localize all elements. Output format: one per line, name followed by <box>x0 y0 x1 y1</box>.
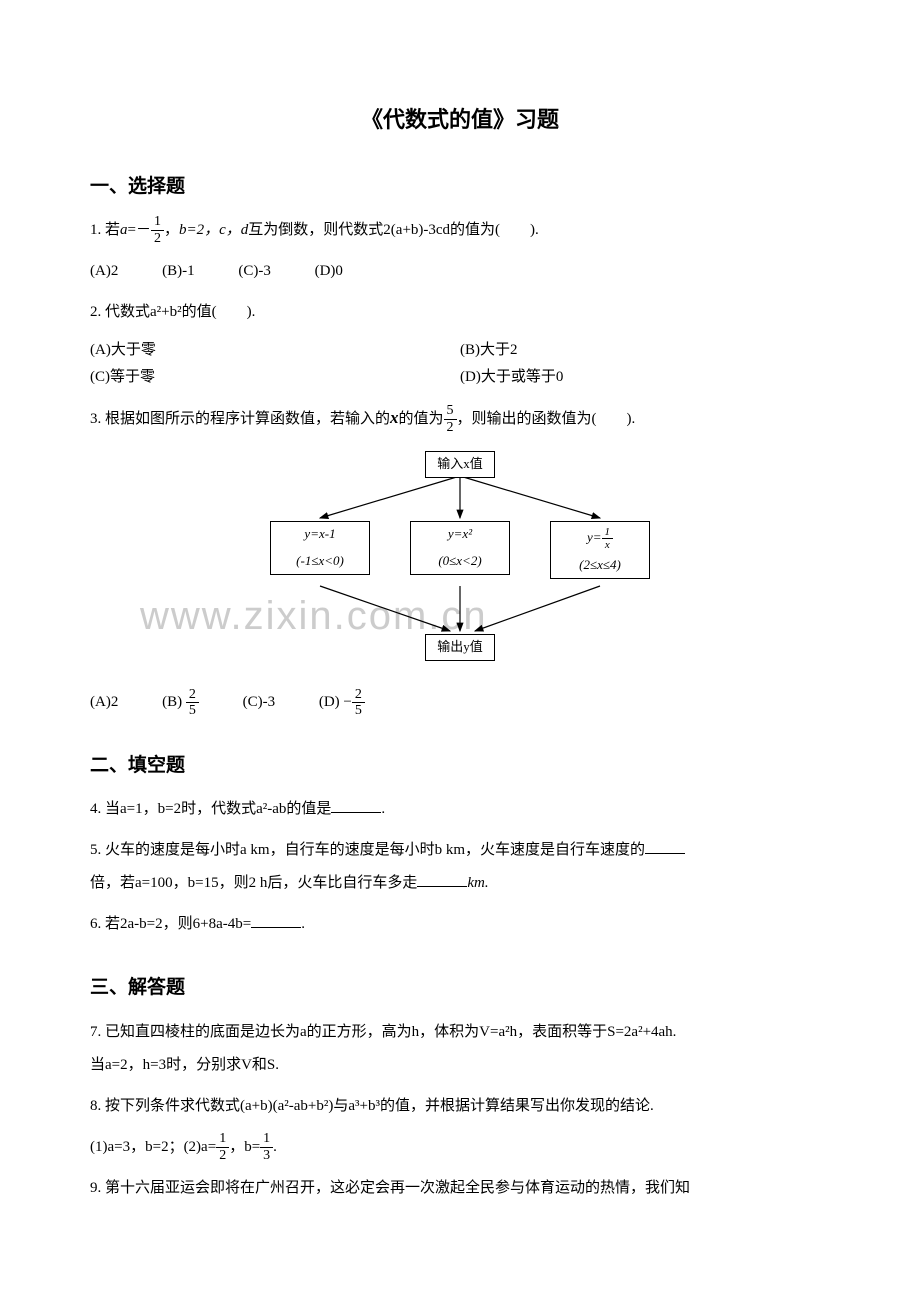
q8-frac2-num: 1 <box>260 1131 273 1147</box>
question-8: 8. 按下列条件求代数式(a+b)(a²-ab+b²)与a³+b³的值，并根据计… <box>90 1090 830 1123</box>
q1-comma: ， <box>164 222 179 238</box>
q3-optb-num: 2 <box>186 687 199 703</box>
q3-optd-den: 5 <box>352 703 365 718</box>
q5-blank2 <box>417 873 467 887</box>
question-8-parts: (1)a=3，b=2；(2)a=12，b=13. <box>90 1131 830 1164</box>
q3-optd-prefix: (D) <box>319 694 340 710</box>
q1-var-a: a <box>120 222 128 238</box>
q4-pre: 4. 当a=1，b=2时，代数式a²-ab的值是 <box>90 801 331 817</box>
q7-line2: 当a=2，h=3时，分别求V和S. <box>90 1057 279 1073</box>
question-4: 4. 当a=1，b=2时，代数式a²-ab的值是. <box>90 793 830 826</box>
q1-opt-b: (B)-1 <box>162 255 195 288</box>
q3-xvar: x <box>390 408 399 427</box>
q2-options-row1: (A)大于零 (B)大于2 <box>90 337 830 364</box>
q3-prefix: 3. 根据如图所示的程序计算函数值，若输入的 <box>90 411 390 427</box>
q3-optd-frac: 25 <box>352 687 365 719</box>
q3-optb-prefix: (B) <box>162 694 182 710</box>
q5-blank1 <box>645 840 685 854</box>
q1-opt-c: (C)-3 <box>238 255 271 288</box>
q4-post: . <box>381 801 385 817</box>
q1-neg: － <box>136 223 151 238</box>
q3-optd-num: 2 <box>352 687 365 703</box>
flow-input-label: 输入x值 <box>437 456 483 471</box>
flow-b3-num: 1 <box>602 526 614 539</box>
q1-eq2: b=2，c，d <box>179 222 248 238</box>
q3-frac: 52 <box>444 403 457 435</box>
q8-frac1: 12 <box>216 1131 229 1163</box>
flow-b2-cond: (0≤x<2) <box>419 553 501 570</box>
q3-mid: 的值为 <box>399 411 444 427</box>
q8-frac2-den: 3 <box>260 1148 273 1163</box>
q1-prefix: 1. 若 <box>90 222 120 238</box>
q1-opt-d: (D)0 <box>315 255 343 288</box>
q1-frac-den: 2 <box>151 231 164 246</box>
q1-frac: 12 <box>151 214 164 246</box>
q3-frac-num: 5 <box>444 403 457 419</box>
flow-b1-cond: (-1≤x<0) <box>279 553 361 570</box>
q1-options: (A)2 (B)-1 (C)-3 (D)0 <box>90 255 830 288</box>
flow-b3-den: x <box>602 539 614 551</box>
flow-b3-y: y= <box>587 530 602 545</box>
q8-frac1-den: 2 <box>216 1148 229 1163</box>
q3-optb-den: 5 <box>186 703 199 718</box>
flow-output-box: 输出y值 <box>425 634 495 661</box>
page-title: 《代数式的值》习题 <box>90 100 830 140</box>
q6-blank <box>251 914 301 928</box>
q1-eq: = <box>128 222 136 238</box>
q2-opt-b: (B)大于2 <box>460 337 830 364</box>
section-1-header: 一、选择题 <box>90 170 830 204</box>
flow-b3-frac: 1x <box>602 526 614 551</box>
q2-opt-d: (D)大于或等于0 <box>460 364 830 391</box>
question-2: 2. 代数式a²+b²的值( ). <box>90 296 830 329</box>
q4-blank <box>331 799 381 813</box>
flow-b2-eq: y=x² <box>419 526 501 543</box>
q3-optd-neg: − <box>343 695 351 710</box>
question-9: 9. 第十六届亚运会即将在广州召开，这必定会再一次激起全民参与体育运动的热情，我… <box>90 1172 830 1205</box>
flow-output-label: 输出y值 <box>437 639 483 654</box>
q8-frac2: 13 <box>260 1131 273 1163</box>
q1-frac-num: 1 <box>151 214 164 230</box>
flow-branch-2: y=x² (0≤x<2) <box>410 521 510 575</box>
question-1: 1. 若a=－12，b=2，c，d互为倒数，则代数式2(a+b)-3cd的值为(… <box>90 214 830 247</box>
question-3: 3. 根据如图所示的程序计算函数值，若输入的x的值为52，则输出的函数值为( )… <box>90 399 830 436</box>
flow-input-box: 输入x值 <box>425 451 495 478</box>
q3-options: (A)2 (B) 25 (C)-3 (D) −25 <box>90 686 830 719</box>
section-3-header: 三、解答题 <box>90 971 830 1005</box>
question-7: 7. 已知直四棱柱的底面是边长为a的正方形，高为h，体积为V=a²h，表面积等于… <box>90 1016 830 1082</box>
q3-opt-c: (C)-3 <box>243 686 276 719</box>
q8-end: . <box>273 1139 277 1155</box>
flowchart-diagram: 输入x值 y=x-1 (-1≤x<0) y=x² (0≤x<2) y=1x (2… <box>250 446 670 676</box>
q8-part1: (1)a=3，b=2；(2)a= <box>90 1139 216 1155</box>
question-5: 5. 火车的速度是每小时a km，自行车的速度是每小时b km，火车速度是自行车… <box>90 834 830 900</box>
q3-opt-d: (D) −25 <box>319 686 365 719</box>
q3-opt-a: (A)2 <box>90 686 118 719</box>
q3-optb-frac: 25 <box>186 687 199 719</box>
q6-post: . <box>301 916 305 932</box>
q8-line1: 8. 按下列条件求代数式(a+b)(a²-ab+b²)与a³+b³的值，并根据计… <box>90 1098 654 1114</box>
q8-mid: ，b= <box>229 1139 260 1155</box>
q1-opt-a: (A)2 <box>90 255 118 288</box>
q2-options-row2: (C)等于零 (D)大于或等于0 <box>90 364 830 391</box>
q6-pre: 6. 若2a-b=2，则6+8a-4b= <box>90 916 251 932</box>
q3-frac-den: 2 <box>444 420 457 435</box>
flow-b3-cond: (2≤x≤4) <box>559 557 641 574</box>
q8-frac1-num: 1 <box>216 1131 229 1147</box>
q2-opt-a: (A)大于零 <box>90 337 460 364</box>
question-6: 6. 若2a-b=2，则6+8a-4b=. <box>90 908 830 941</box>
flow-branch-3: y=1x (2≤x≤4) <box>550 521 650 579</box>
q7-line1: 7. 已知直四棱柱的底面是边长为a的正方形，高为h，体积为V=a²h，表面积等于… <box>90 1024 676 1040</box>
section-2-header: 二、填空题 <box>90 749 830 783</box>
q5-line2-post: km. <box>467 875 488 891</box>
q5-line2-pre: 倍，若a=100，b=15，则2 h后，火车比自行车多走 <box>90 875 417 891</box>
flow-b1-eq: y=x-1 <box>279 526 361 543</box>
flow-branch-1: y=x-1 (-1≤x<0) <box>270 521 370 575</box>
q2-opt-c: (C)等于零 <box>90 364 460 391</box>
q1-rest: 互为倒数，则代数式2(a+b)-3cd的值为( ). <box>248 222 539 238</box>
q3-opt-b: (B) 25 <box>162 686 199 719</box>
q5-line1: 5. 火车的速度是每小时a km，自行车的速度是每小时b km，火车速度是自行车… <box>90 842 645 858</box>
flow-b3-eq: y=1x <box>559 526 641 551</box>
q3-suffix: ，则输出的函数值为( ). <box>457 411 636 427</box>
